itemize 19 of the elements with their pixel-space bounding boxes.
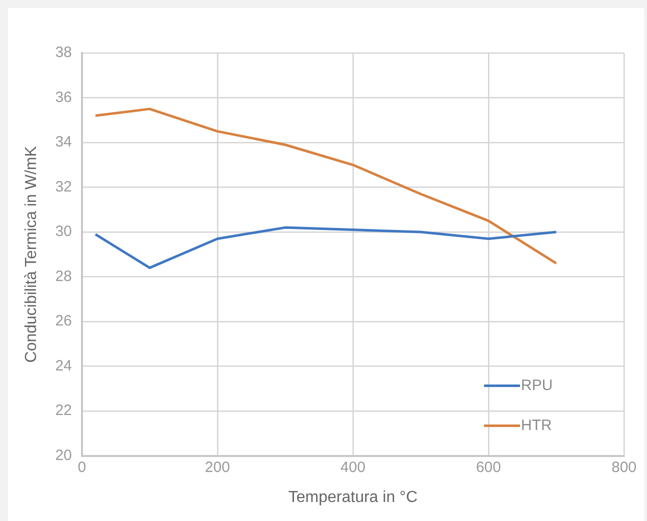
y-tick-label: 26: [55, 312, 72, 330]
y-tick-label: 32: [55, 178, 72, 196]
x-axis-title: Temperatura in °C: [288, 488, 418, 506]
y-tick-label: 28: [55, 268, 72, 285]
y-tick-label: 22: [55, 402, 72, 420]
x-tick-label: 200: [204, 458, 230, 476]
x-tick-label: 600: [476, 458, 501, 476]
x-tick-label: 800: [611, 458, 637, 476]
y-tick-label: 38: [55, 44, 72, 62]
legend-label: RPU: [521, 376, 553, 394]
legend-label: HTR: [521, 416, 552, 434]
x-tick-label: 400: [340, 458, 366, 476]
y-tick-label: 36: [55, 88, 72, 106]
y-tick-label: 20: [55, 446, 72, 464]
y-tick-label: 30: [55, 223, 72, 240]
y-axis-title: Conducibilità Termica in W/mK: [23, 146, 40, 363]
x-tick-label: 0: [78, 458, 86, 476]
y-tick-label: 34: [55, 134, 72, 151]
y-tick-label: 24: [55, 357, 72, 374]
